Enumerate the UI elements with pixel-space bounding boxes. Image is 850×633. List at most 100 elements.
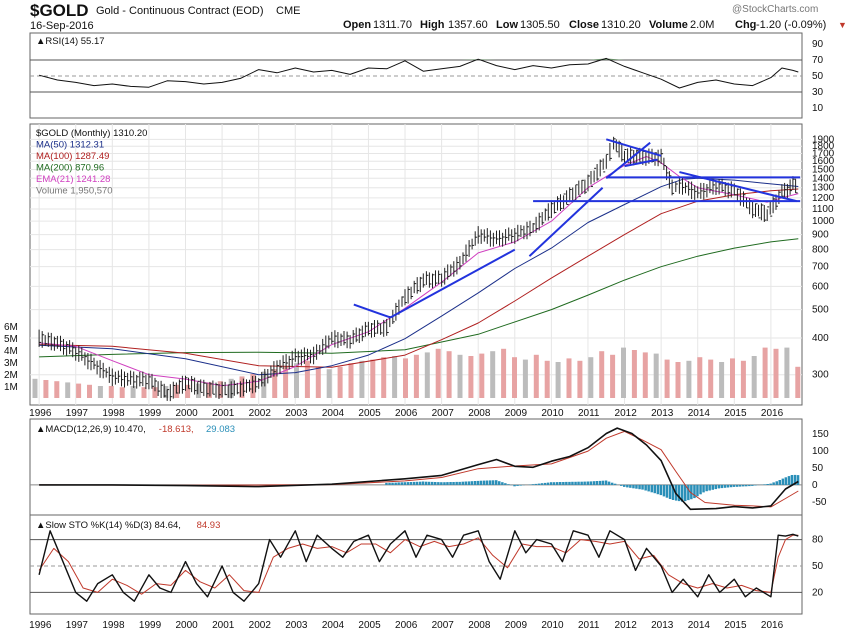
macd-histogram-bar bbox=[437, 482, 440, 485]
volume-bar bbox=[87, 384, 92, 398]
price-ytick-500: 500 bbox=[812, 305, 829, 316]
volume-bar bbox=[326, 369, 332, 398]
macd-histogram-bar bbox=[388, 482, 391, 485]
macd-histogram-bar bbox=[607, 481, 611, 485]
price-ytick-600: 600 bbox=[812, 281, 829, 292]
sto-xtick-1997: 1997 bbox=[66, 620, 89, 631]
macd-histogram-bar bbox=[650, 484, 653, 493]
macd-histogram-bar bbox=[577, 481, 580, 485]
volume-bar bbox=[304, 360, 310, 398]
macd-histogram-bar bbox=[665, 484, 669, 498]
volume-bar bbox=[163, 386, 169, 398]
macd-panel bbox=[29, 418, 803, 517]
volume-bar bbox=[544, 360, 550, 398]
macd-histogram-bar bbox=[549, 482, 553, 485]
volume-value: 2.0M bbox=[690, 19, 714, 31]
price-xtick-2015: 2015 bbox=[724, 408, 747, 419]
macd-histogram-bar bbox=[507, 484, 510, 485]
sto-xtick-1996: 1996 bbox=[29, 620, 52, 631]
volume-bar bbox=[294, 363, 299, 398]
price-ytick-400: 400 bbox=[812, 333, 829, 344]
volume-bar bbox=[621, 347, 626, 398]
high-label: High bbox=[420, 19, 445, 31]
macd-histogram-bar bbox=[470, 481, 474, 485]
volume-ytick-2M: 2M bbox=[4, 370, 18, 381]
macd-histogram-bar bbox=[455, 481, 458, 485]
macd-histogram-bar bbox=[421, 481, 425, 485]
macd-ytick-100: 100 bbox=[812, 446, 829, 457]
macd-histogram-bar bbox=[412, 481, 416, 485]
macd-histogram-bar bbox=[568, 481, 571, 485]
macd-histogram-bar bbox=[690, 484, 693, 500]
sto-xtick-2006: 2006 bbox=[395, 620, 418, 631]
volume-bar bbox=[653, 353, 659, 398]
price-xtick-1999: 1999 bbox=[139, 408, 162, 419]
price-xtick-2000: 2000 bbox=[175, 408, 198, 419]
macd-histogram-bar bbox=[479, 480, 483, 485]
volume-bar bbox=[119, 387, 125, 398]
volume-bar bbox=[719, 362, 725, 398]
price-ytick-700: 700 bbox=[812, 262, 829, 273]
volume-bar bbox=[522, 359, 528, 398]
ma100-line bbox=[39, 188, 799, 368]
macd-histogram-bar bbox=[516, 484, 519, 486]
rsi-overbought-fill bbox=[478, 59, 497, 60]
volume-ytick-3M: 3M bbox=[4, 358, 18, 369]
macd-histogram-bar bbox=[571, 481, 574, 485]
macd-histogram-bar bbox=[711, 484, 714, 490]
rsi-ytick-30: 30 bbox=[812, 87, 824, 98]
macd-histogram-bar bbox=[720, 484, 724, 489]
sto-k-line bbox=[38, 530, 799, 602]
sto-xtick-2002: 2002 bbox=[249, 620, 272, 631]
volume-bar bbox=[730, 358, 735, 398]
macd-histogram-bar bbox=[742, 484, 745, 487]
macd-histogram-bar bbox=[604, 480, 608, 485]
trendline-1 bbox=[389, 248, 516, 319]
volume-bar bbox=[664, 359, 670, 398]
volume-bar bbox=[588, 357, 594, 398]
macd-histogram-bar bbox=[543, 482, 547, 485]
macd-histogram-bar bbox=[467, 481, 471, 485]
price-ytick-1300: 1300 bbox=[812, 183, 835, 194]
macd-histogram-bar bbox=[726, 484, 730, 488]
macd-histogram-bar bbox=[403, 482, 406, 485]
macd-histogram-bar bbox=[556, 482, 559, 485]
price-legend-item: EMA(21) 1241.28 bbox=[36, 174, 110, 185]
volume-bar bbox=[533, 354, 539, 398]
volume-bar bbox=[413, 354, 419, 398]
sto-xtick-2004: 2004 bbox=[322, 620, 345, 631]
macd-histogram-bar bbox=[592, 481, 596, 485]
trendline-4 bbox=[605, 138, 662, 157]
macd-histogram-bar bbox=[790, 475, 794, 485]
volume-bar bbox=[708, 359, 714, 398]
volume-bar bbox=[217, 381, 223, 398]
macd-histogram-bar bbox=[418, 481, 422, 485]
macd-histogram-bar bbox=[723, 484, 727, 488]
volume-bar bbox=[32, 378, 38, 398]
macd-histogram-bar bbox=[415, 481, 419, 485]
macd-histogram-bar bbox=[626, 484, 629, 488]
macd-histogram-bar bbox=[702, 484, 705, 493]
volume-label: Volume bbox=[649, 19, 688, 31]
sto-xtick-2000: 2000 bbox=[175, 620, 198, 631]
sto-ytick-80: 80 bbox=[812, 535, 824, 546]
volume-ytick-5M: 5M bbox=[4, 334, 18, 345]
macd-histogram-bar bbox=[632, 484, 635, 489]
macd-histogram-bar bbox=[424, 481, 428, 485]
volume-bar bbox=[424, 352, 430, 398]
macd-histogram-bar bbox=[559, 482, 562, 485]
sto-xtick-2015: 2015 bbox=[724, 620, 747, 631]
price-xtick-2005: 2005 bbox=[358, 408, 381, 419]
rsi-overbought-fill bbox=[606, 58, 625, 60]
volume-bar bbox=[512, 357, 517, 398]
macd-histogram-bar bbox=[409, 482, 413, 485]
volume-bar bbox=[577, 360, 583, 398]
macd-histogram-bar bbox=[687, 484, 690, 501]
volume-bar bbox=[370, 359, 376, 398]
macd-histogram-bar bbox=[668, 484, 672, 499]
sto-d-line bbox=[38, 534, 799, 595]
macd-histogram-bar bbox=[653, 484, 656, 494]
macd-histogram-bar bbox=[513, 484, 516, 487]
volume-bar bbox=[795, 366, 801, 398]
open-value: 1311.70 bbox=[373, 19, 412, 31]
